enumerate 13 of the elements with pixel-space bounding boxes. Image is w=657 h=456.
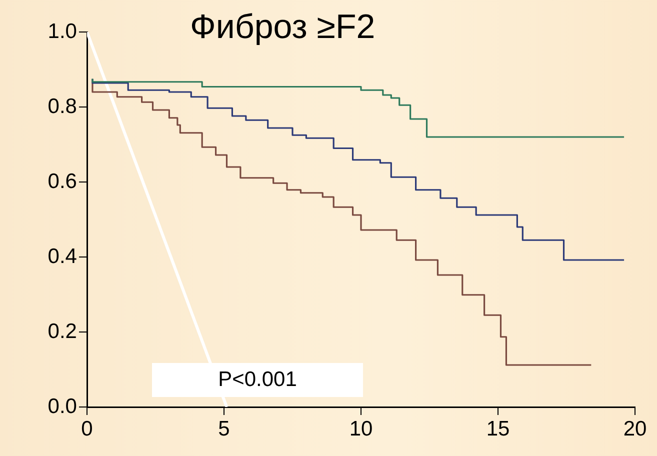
x-tick-label: 5 bbox=[218, 417, 230, 440]
y-tick-label: 0.2 bbox=[48, 320, 77, 343]
chart-title: Фиброз ≥F2 bbox=[190, 8, 376, 47]
y-tick-label: 0.4 bbox=[48, 244, 78, 268]
x-tick-label: 0 bbox=[81, 417, 93, 440]
x-tick-label: 20 bbox=[623, 417, 647, 440]
text-box: P<0.001 bbox=[152, 363, 363, 397]
x-tick-label: 10 bbox=[349, 417, 373, 440]
y-tick-label: 0.0 bbox=[48, 394, 77, 418]
y-tick-label: 0.8 bbox=[48, 94, 77, 118]
y-tick-label: 1.0 bbox=[48, 20, 77, 43]
y-tick-label: 0.6 bbox=[48, 170, 77, 193]
x-tick-label: 15 bbox=[486, 417, 510, 440]
